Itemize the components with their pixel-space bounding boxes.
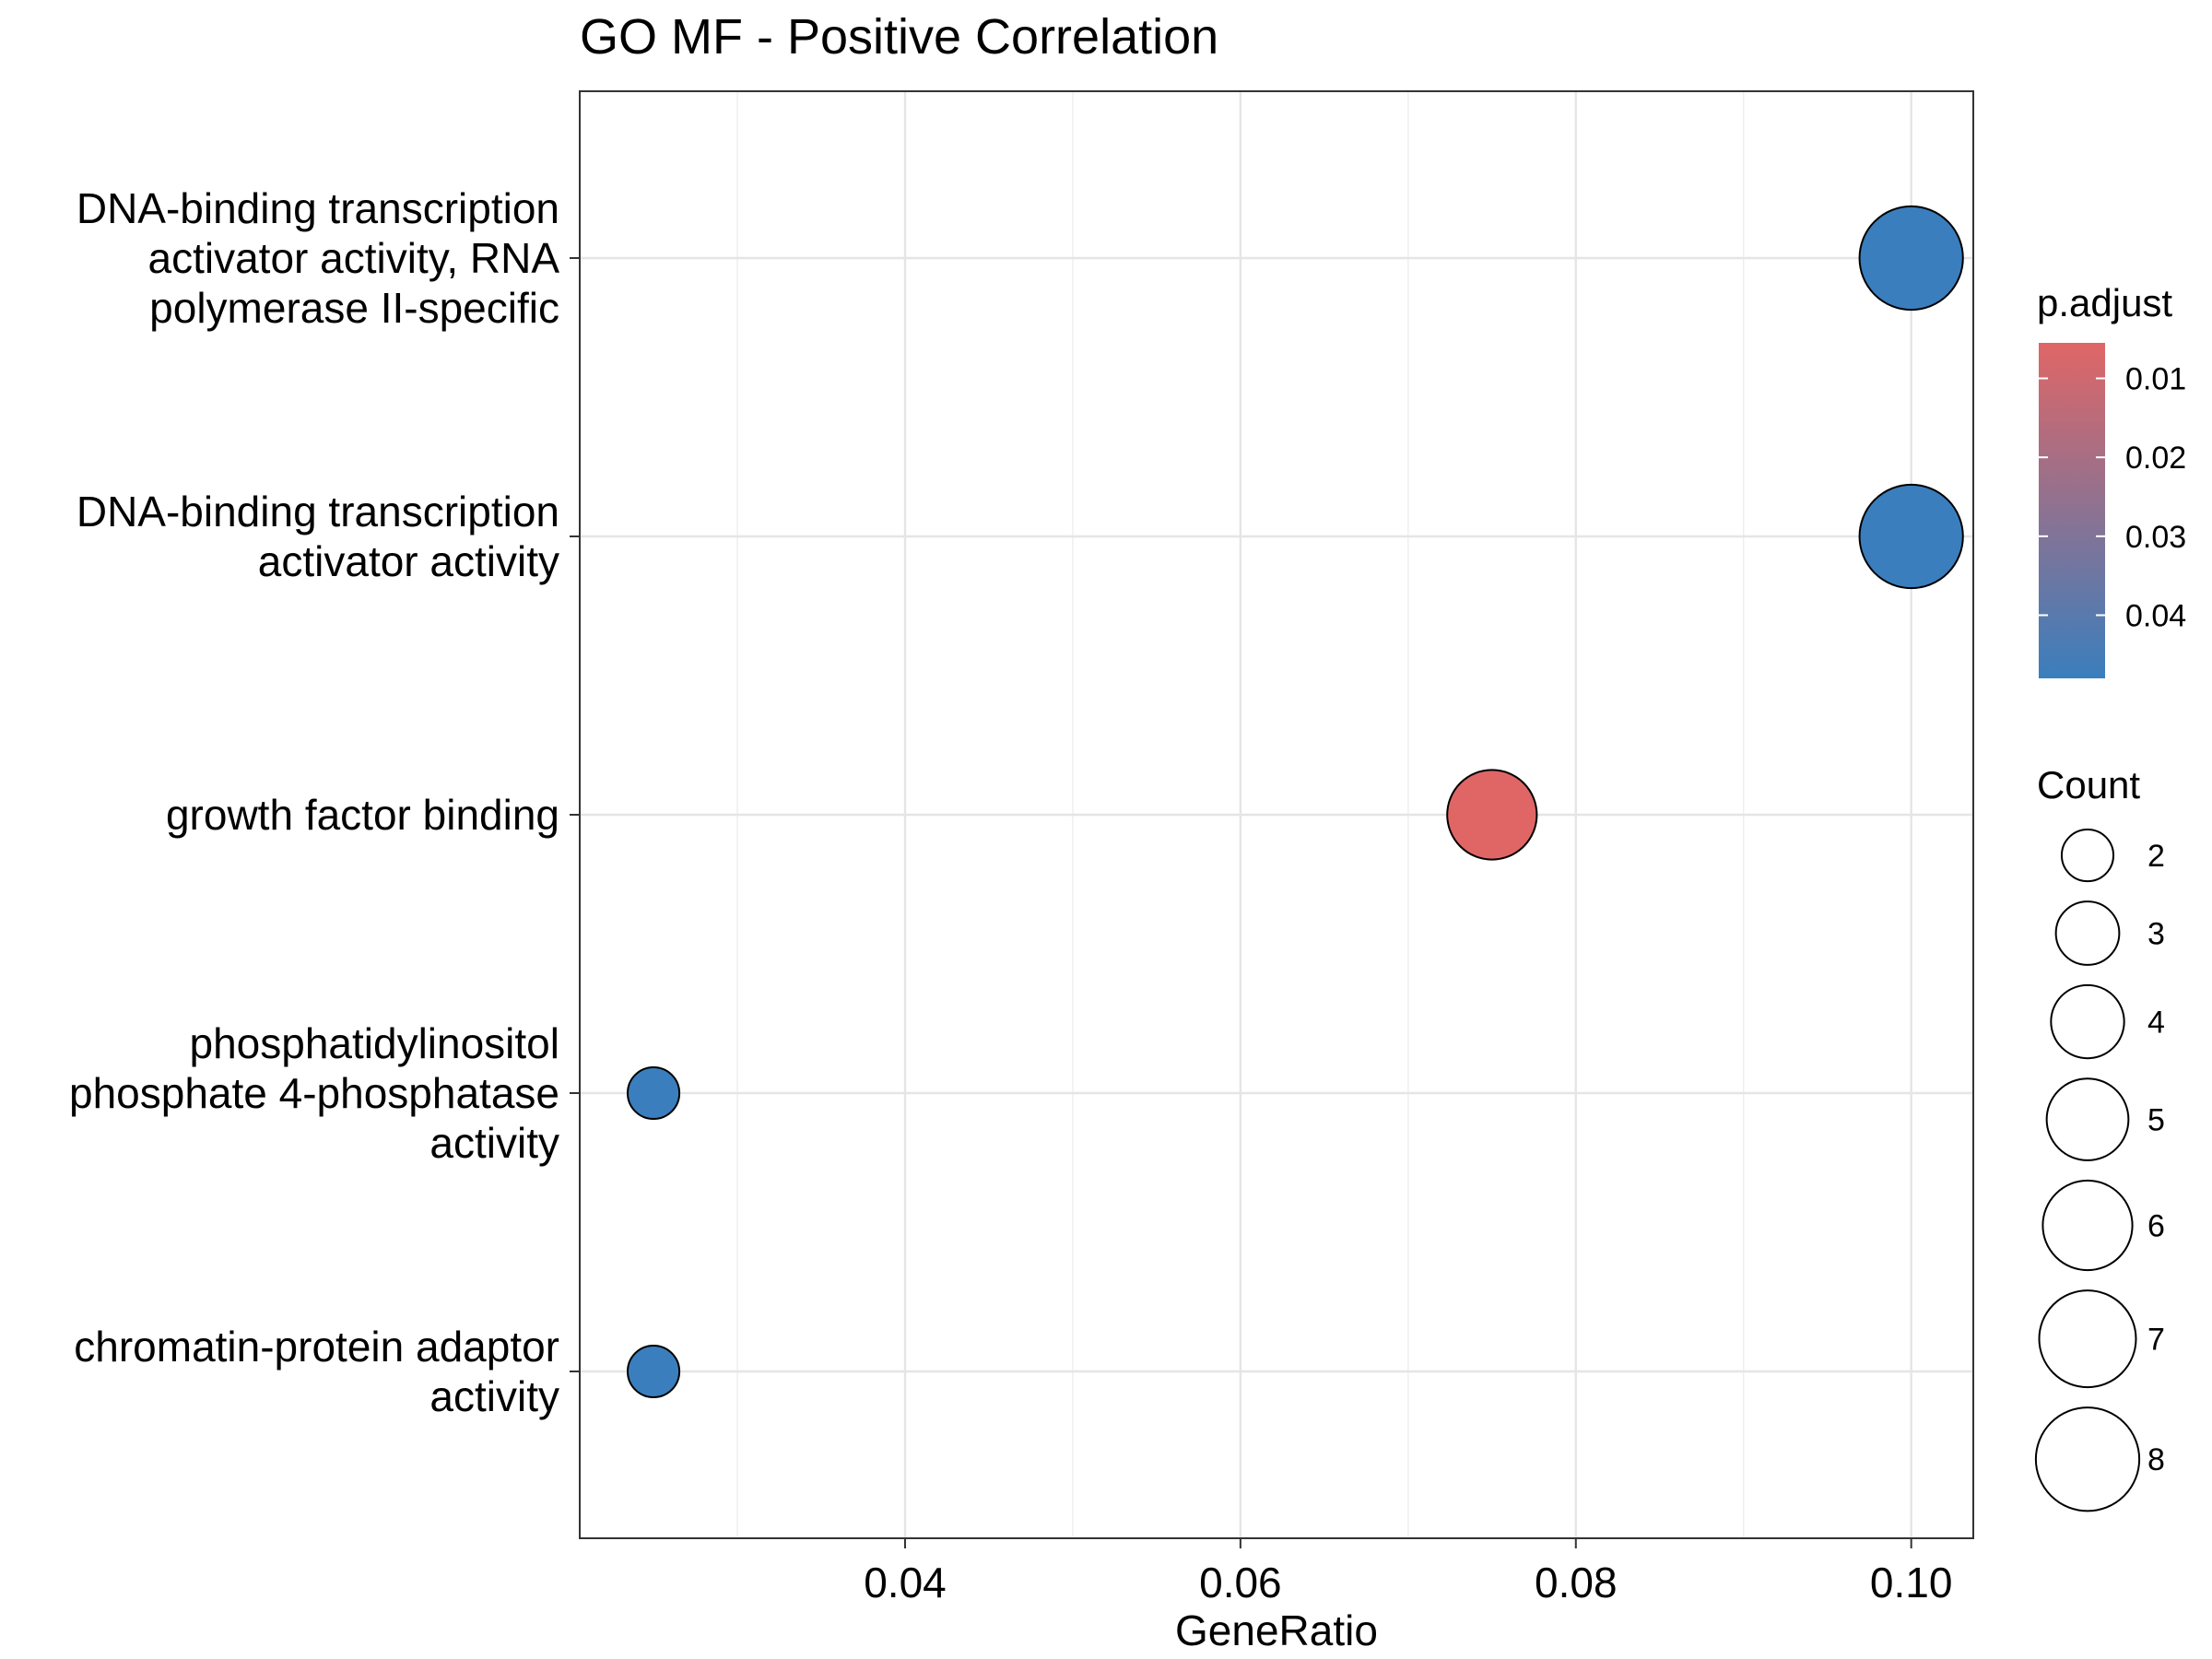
color-legend: p.adjust 0.01 0.02 0.03 0.04 [2037,281,2186,678]
data-point [626,1344,681,1399]
y-axis: DNA-binding transcription activator activ… [69,184,580,1420]
x-tick-label: 0.06 [1199,1559,1282,1606]
x-tick-label: 0.08 [1535,1559,1618,1606]
y-tick-label: growth factor binding [166,791,559,839]
gridlines [580,91,1973,1538]
size-legend-key [2060,829,2115,883]
size-legend-label: 3 [2147,916,2165,951]
x-tick-label: 0.10 [1870,1559,1953,1606]
size-legend-label: 4 [2147,1006,2165,1041]
data-points [626,205,1964,1399]
y-tick-label: DNA-binding transcription activator activ… [76,184,559,332]
color-legend-label: 0.04 [2125,598,2186,633]
data-point [626,1065,681,1121]
size-legend-label: 2 [2147,839,2165,874]
data-point [1446,769,1538,861]
y-tick-label: chromatin-protein adaptor activity [74,1323,559,1420]
x-axis: 0.04 0.06 0.08 0.10 [864,1538,1952,1606]
color-legend-title: p.adjust [2037,281,2172,324]
y-tick-label: phosphatidylinositol phosphate 4-phosphat… [69,1019,559,1167]
data-point [1858,205,1964,312]
x-tick-label: 0.04 [864,1559,947,1606]
color-legend-label: 0.01 [2125,362,2186,397]
size-legend-label: 5 [2147,1103,2165,1138]
color-legend-label: 0.02 [2125,441,2186,476]
size-legend-key [2038,1289,2137,1389]
data-point [1858,483,1964,590]
size-legend: Count 2 3 4 5 6 7 8 [2034,763,2165,1512]
size-legend-key [2034,1406,2141,1512]
size-legend-key [2054,900,2121,966]
size-legend-label: 8 [2147,1442,2165,1477]
color-legend-label: 0.03 [2125,520,2186,555]
size-legend-label: 6 [2147,1209,2165,1244]
size-legend-key [2041,1179,2134,1272]
x-axis-title: GeneRatio [1175,1606,1378,1654]
size-legend-key [2050,983,2125,1060]
chart-title: GO MF - Positive Correlation [580,9,1218,65]
size-legend-label: 7 [2147,1323,2165,1358]
y-tick-label: DNA-binding transcription activator activ… [76,488,559,585]
size-legend-key [2045,1077,2130,1161]
size-legend-title: Count [2037,763,2140,806]
color-legend-bar [2039,343,2105,678]
